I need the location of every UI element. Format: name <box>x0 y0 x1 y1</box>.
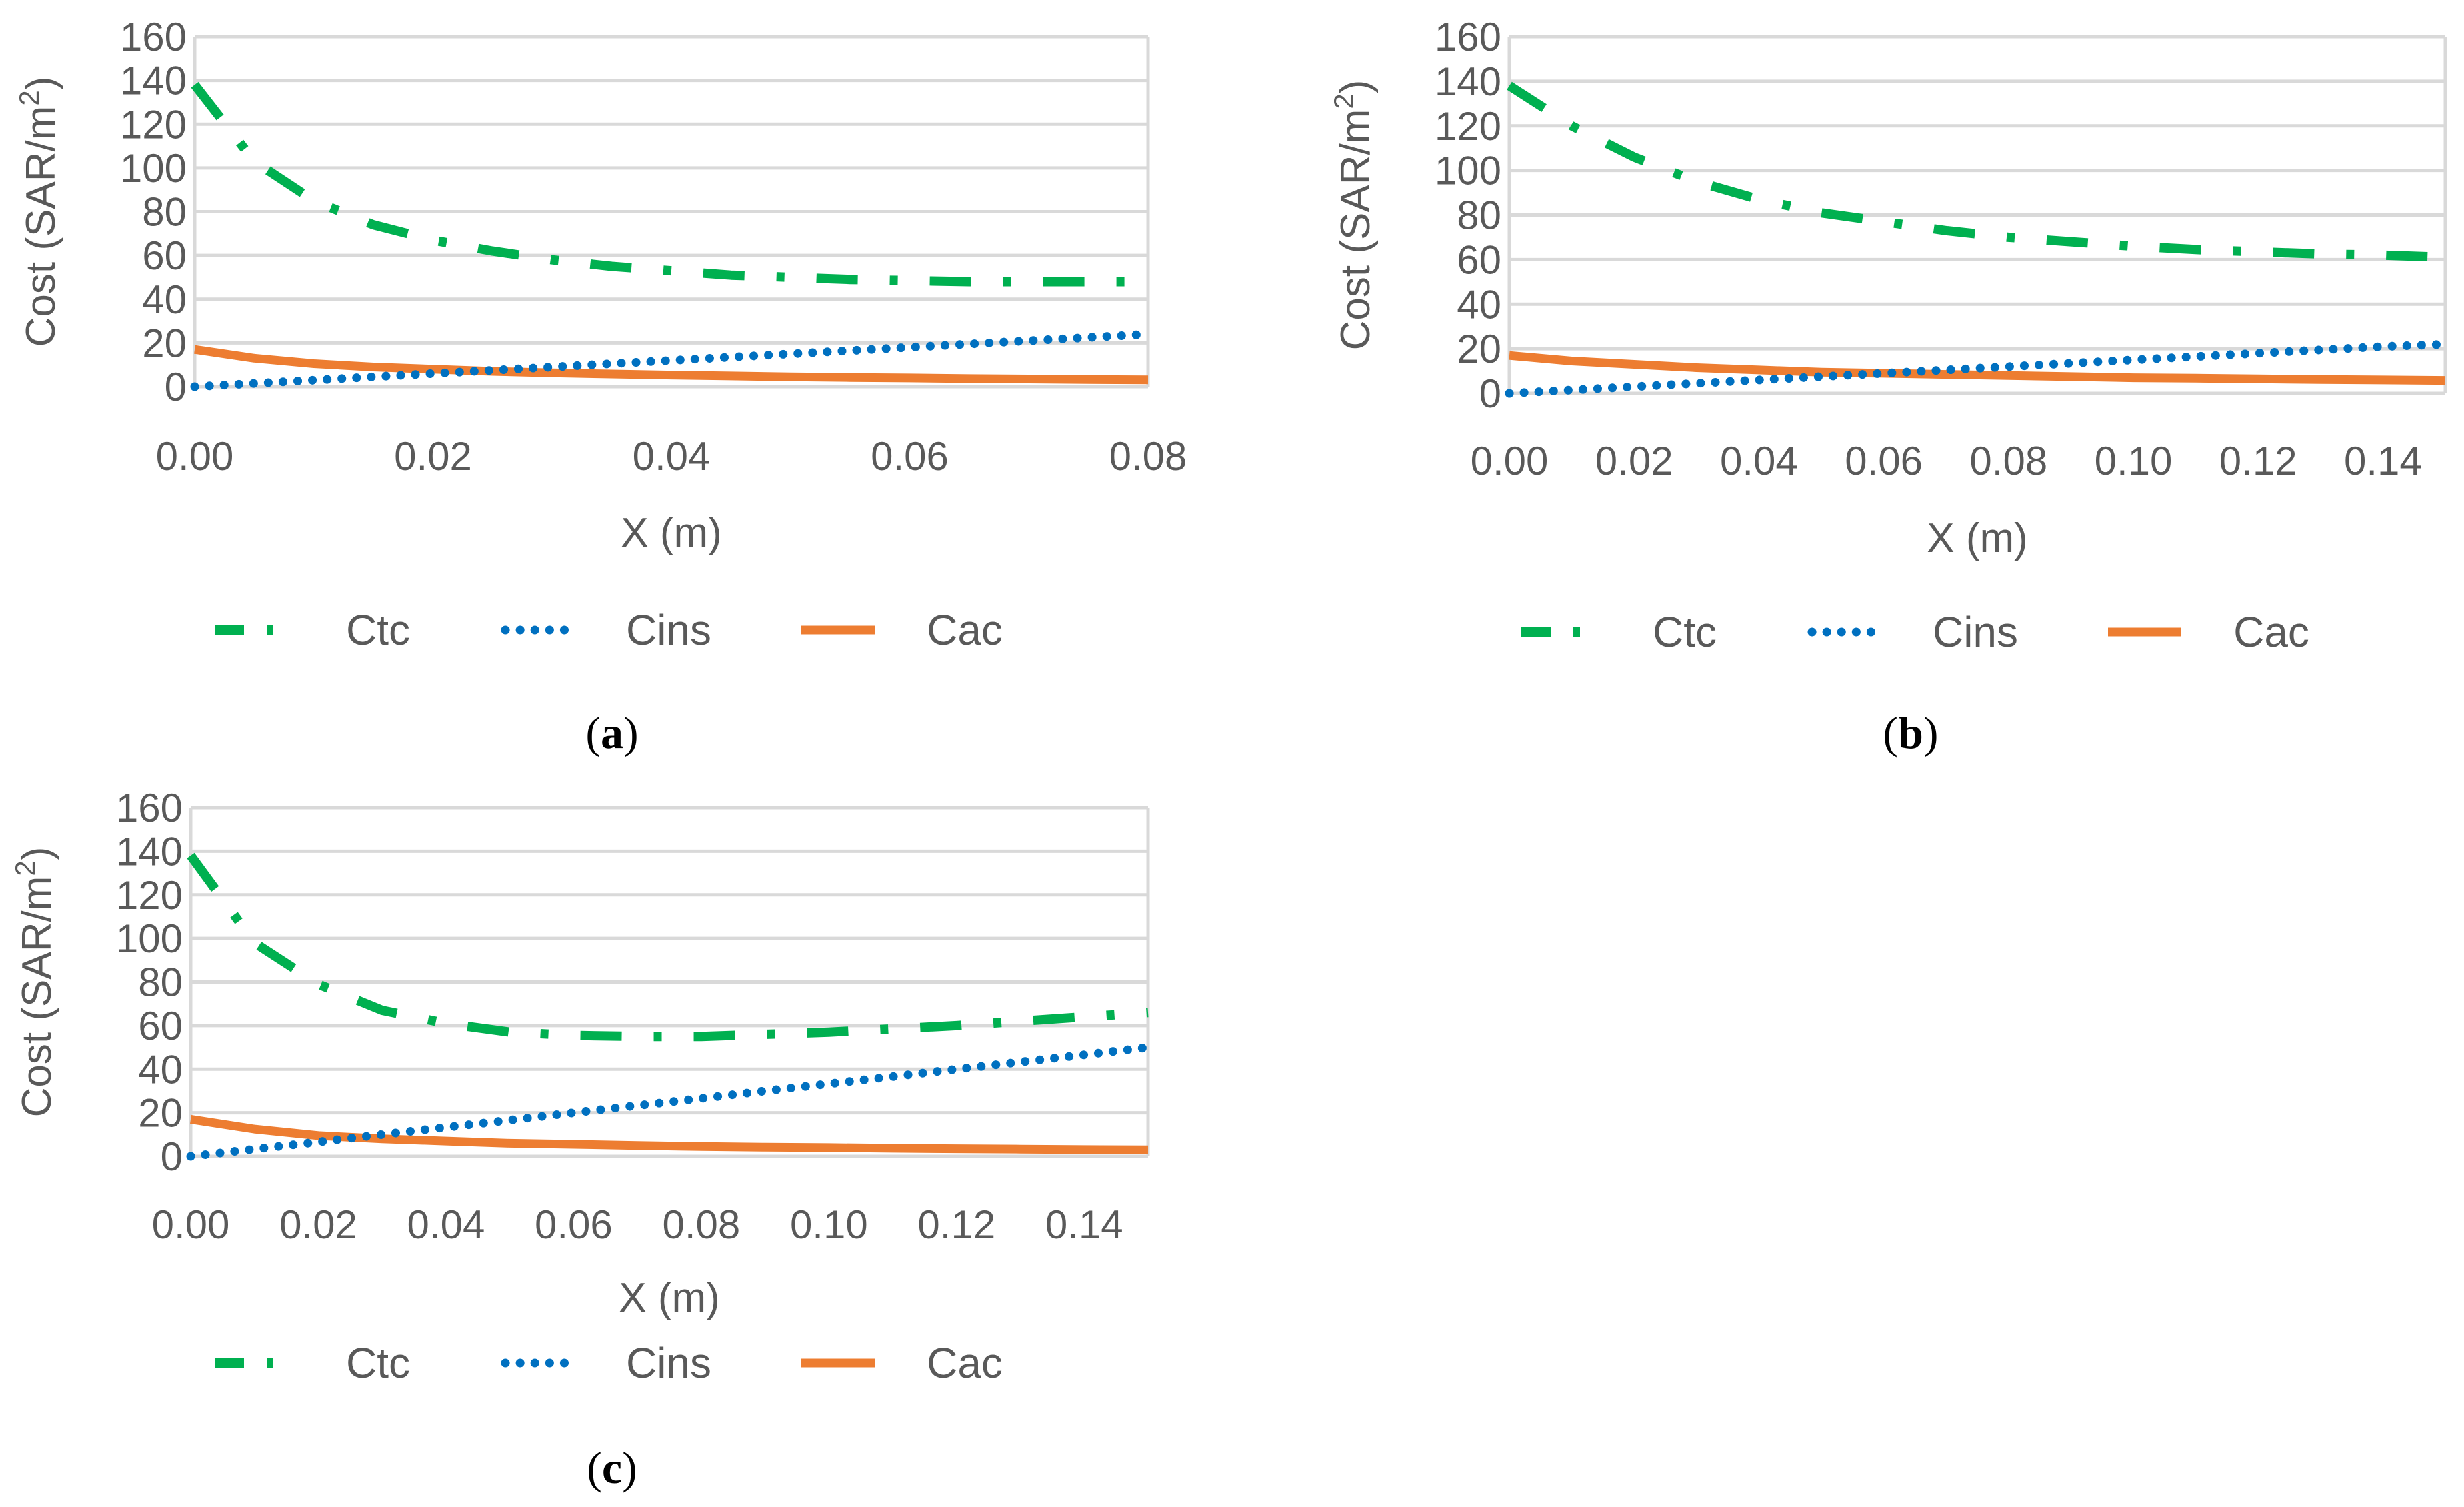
y-tick-label: 60 <box>142 233 187 278</box>
x-tick-label: 0.00 <box>152 1202 230 1247</box>
y-tick-label: 40 <box>138 1047 183 1092</box>
y-tick-label: 40 <box>142 277 187 322</box>
series-line-cac <box>190 1114 1149 1154</box>
x-tick-label: 0.02 <box>279 1202 357 1247</box>
y-tick-label: 0 <box>161 1134 183 1179</box>
y-axis-label-superscript: 2 <box>13 90 45 105</box>
y-axis-label-main: Cost (SAR/m <box>1333 109 1379 351</box>
y-tick-label: 160 <box>120 15 187 59</box>
y-tick-label: 80 <box>138 960 183 1005</box>
x-tick-label: 0.06 <box>535 1202 613 1247</box>
y-tick-label: 20 <box>1457 327 1501 371</box>
y-tick-label: 140 <box>1435 59 1501 104</box>
y-axis-label-main: Cost (SAR/m <box>18 106 64 347</box>
x-tick-label: 0.00 <box>1471 439 1549 483</box>
y-tick-label: 60 <box>1457 237 1501 282</box>
y-axis-label: Cost (SAR/m2) <box>1328 80 1379 351</box>
x-axis-label: X (m) <box>1927 515 2028 561</box>
y-tick-label: 160 <box>116 786 183 830</box>
series-line-ctc <box>1507 81 2446 262</box>
y-tick-label: 0 <box>165 365 187 409</box>
x-tick-label: 0.02 <box>394 434 472 479</box>
x-axis-label: X (m) <box>621 510 722 556</box>
series-line-ctc <box>187 852 1149 1042</box>
y-axis-label-main: Cost (SAR/m <box>14 876 60 1118</box>
x-axis-label: X (m) <box>619 1275 720 1321</box>
y-tick-label: 80 <box>1457 193 1501 238</box>
legend-label-cac: Cac <box>2233 608 2309 656</box>
x-tick-label: 0.04 <box>633 434 711 479</box>
y-axis-label-end: ) <box>1333 80 1379 94</box>
y-tick-label: 160 <box>1435 15 1501 59</box>
y-tick-label: 100 <box>116 916 183 961</box>
x-tick-label: 0.02 <box>1595 439 1673 483</box>
x-tick-label: 0.12 <box>917 1202 995 1247</box>
legend-label-ctc: Ctc <box>346 606 410 654</box>
x-tick-label: 0.06 <box>1845 439 1923 483</box>
series-line-cac <box>194 345 1149 385</box>
y-tick-label: 100 <box>1435 149 1501 193</box>
y-axis-label-end: ) <box>14 847 60 861</box>
legend-label-cins: Cins <box>1933 608 2018 656</box>
y-tick-label: 0 <box>1479 371 1501 416</box>
y-tick-label: 120 <box>1435 104 1501 149</box>
series-line-cins <box>1505 339 2450 398</box>
x-tick-label: 0.08 <box>1969 439 2047 483</box>
y-axis-label-superscript: 2 <box>1328 93 1359 109</box>
legend-label-cac: Cac <box>927 1339 1003 1387</box>
legend-label-cins: Cins <box>626 606 711 654</box>
y-axis-label: Cost (SAR/m2) <box>13 77 64 347</box>
y-tick-label: 140 <box>116 829 183 874</box>
x-tick-label: 0.14 <box>2344 439 2422 483</box>
x-tick-label: 0.10 <box>2095 439 2173 483</box>
y-tick-label: 80 <box>142 190 187 235</box>
panel-label: (c) <box>587 1442 637 1493</box>
y-tick-label: 100 <box>120 146 187 191</box>
legend-label-cins: Cins <box>626 1339 711 1387</box>
series-line-cins <box>186 1043 1153 1161</box>
series-line-ctc <box>191 81 1148 287</box>
y-tick-label: 40 <box>1457 282 1501 327</box>
x-tick-label: 0.12 <box>2219 439 2297 483</box>
y-tick-label: 20 <box>138 1091 183 1136</box>
y-tick-label: 140 <box>120 59 187 103</box>
y-tick-label: 60 <box>138 1004 183 1048</box>
x-tick-label: 0.14 <box>1045 1202 1123 1247</box>
x-tick-label: 0.08 <box>1109 434 1187 479</box>
legend-label-ctc: Ctc <box>1653 608 1717 656</box>
panel-label: (b) <box>1883 707 1938 758</box>
x-tick-label: 0.06 <box>871 434 949 479</box>
y-axis-label-end: ) <box>18 77 64 91</box>
y-axis-label: Cost (SAR/m2) <box>9 847 60 1118</box>
legend-label-cac: Cac <box>927 606 1003 654</box>
y-tick-label: 120 <box>116 873 183 918</box>
x-tick-label: 0.08 <box>662 1202 740 1247</box>
x-tick-label: 0.04 <box>407 1202 485 1247</box>
y-tick-label: 20 <box>142 321 187 365</box>
legend-label-ctc: Ctc <box>346 1339 410 1387</box>
panel-label: (a) <box>585 707 638 758</box>
series-line-cac <box>1509 351 2446 385</box>
x-tick-label: 0.10 <box>790 1202 868 1247</box>
x-tick-label: 0.00 <box>156 434 234 479</box>
y-tick-label: 120 <box>120 102 187 147</box>
x-tick-label: 0.04 <box>1720 439 1798 483</box>
y-axis-label-superscript: 2 <box>9 860 41 876</box>
series-line-cins <box>190 329 1153 391</box>
